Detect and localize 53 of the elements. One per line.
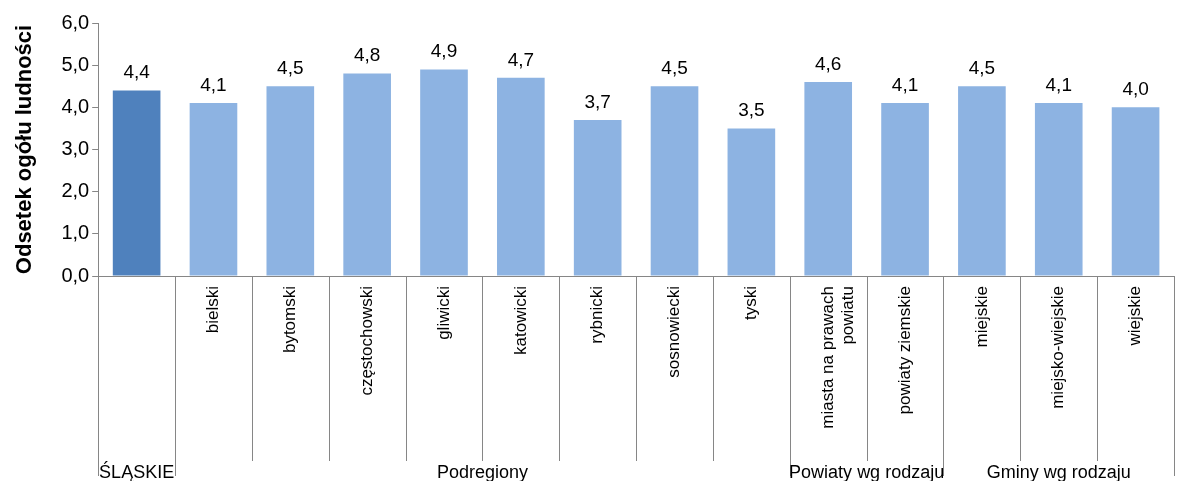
x-tick-label: bielski: [203, 286, 223, 334]
data-label: 4,4: [123, 61, 151, 83]
x-tick-label: częstochowski: [356, 286, 376, 396]
text: Powiaty wg rodzaju: [789, 461, 945, 482]
x-tick-label: sosnowiecki: [664, 286, 684, 378]
data-label: 4,9: [430, 40, 458, 62]
x-tick-label: bytomski: [280, 286, 299, 354]
y-axis-title: Odsetek ogółu ludności: [11, 24, 37, 275]
bar: [266, 86, 315, 276]
text: Podregiony: [436, 461, 528, 482]
bar: [650, 86, 699, 276]
x-tick-label: tyski: [741, 286, 761, 320]
x-tick-label: wiejskie: [1125, 286, 1145, 347]
bar: [573, 119, 622, 276]
bar: [420, 69, 468, 276]
x-tick-label: gliwicki: [433, 286, 453, 340]
bar: [497, 77, 545, 276]
data-label: 4,5: [968, 56, 996, 78]
bar: [881, 103, 929, 276]
bar: [958, 86, 1006, 276]
x-tick-label: powiaty ziemskie: [894, 286, 914, 415]
x-tick-label: katowicki: [510, 286, 530, 355]
bar: [804, 82, 853, 276]
data-label: 4,1: [200, 73, 227, 95]
bar: [343, 73, 391, 276]
text: ŚLĄSKIE: [99, 460, 175, 482]
y-tick-label: 4,0: [61, 94, 90, 117]
x-tick-label: miejsko-wiejskie: [1048, 286, 1068, 409]
x-tick-label: rybnicki: [587, 286, 607, 344]
x-tick-label: miejskie: [971, 286, 991, 348]
data-label: 3,5: [738, 99, 765, 121]
bar: [112, 90, 161, 276]
y-tick-label: 0,0: [61, 263, 90, 286]
data-label: 4,6: [815, 52, 842, 74]
y-tick-label: 5,0: [61, 52, 90, 75]
data-label: 4,0: [1122, 78, 1149, 100]
data-label: 4,1: [1045, 73, 1072, 95]
bar: [1034, 103, 1083, 276]
bar: [1111, 107, 1160, 276]
y-tick-label: 2,0: [61, 179, 90, 202]
bar: [189, 103, 238, 276]
data-label: 3,7: [584, 90, 611, 112]
bar: [727, 128, 776, 276]
data-label: 4,8: [353, 44, 381, 66]
y-tick-label: 6,0: [61, 10, 90, 33]
y-tick-label: 3,0: [61, 137, 90, 160]
text: Gminy wg rodzaju: [986, 461, 1131, 482]
y-tick-label: 1,0: [61, 221, 90, 244]
data-label: 4,5: [277, 56, 304, 78]
x-tick-label: miasta na prawach powiatu: [817, 286, 858, 429]
data-label: 4,7: [507, 48, 535, 70]
data-label: 4,5: [661, 56, 688, 78]
data-label: 4,1: [891, 73, 919, 95]
